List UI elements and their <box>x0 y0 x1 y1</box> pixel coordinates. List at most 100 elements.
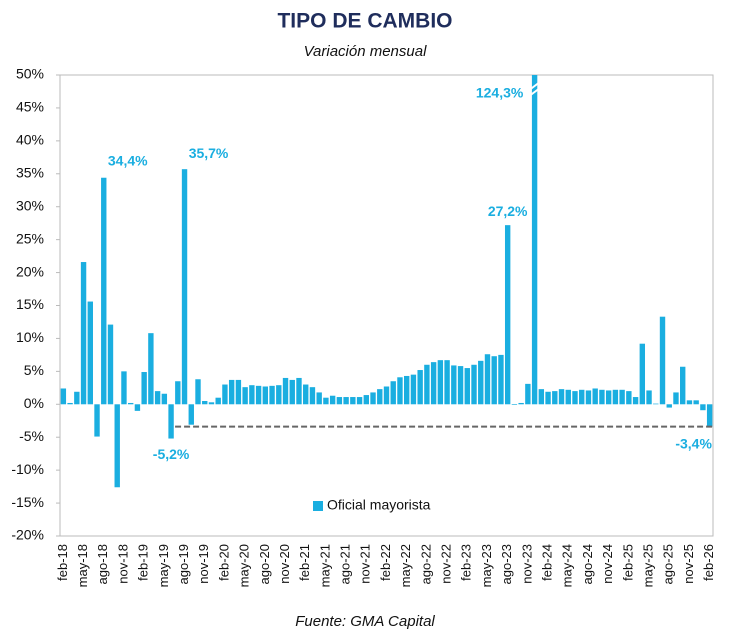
plot-area <box>59 74 714 537</box>
bar <box>107 324 114 405</box>
bar <box>464 368 470 405</box>
bar <box>558 389 565 405</box>
x-tick-label: may-20 <box>237 544 252 587</box>
x-tick-label: ago-23 <box>499 544 514 584</box>
bar <box>639 343 646 405</box>
bar <box>296 377 302 405</box>
x-tick-label: feb-24 <box>540 544 555 581</box>
bar <box>181 169 188 405</box>
bar <box>599 389 605 405</box>
value-label: -3,4% <box>675 435 712 451</box>
source: Fuente: GMA Capital <box>295 613 435 630</box>
bar <box>121 371 127 405</box>
x-tick-label: ago-25 <box>661 544 676 584</box>
y-tick-label: -10% <box>11 461 44 477</box>
bar <box>350 397 356 405</box>
chart-subtitle: Variación mensual <box>304 43 428 60</box>
bar <box>343 397 349 405</box>
bar <box>538 389 545 405</box>
bar <box>235 379 242 405</box>
x-tick-label: feb-25 <box>620 544 635 581</box>
x-tick-label: may-19 <box>156 544 171 587</box>
bar <box>67 402 73 405</box>
bar <box>134 404 141 411</box>
bar <box>518 402 524 405</box>
bar <box>673 392 679 405</box>
bar <box>646 390 652 405</box>
bar <box>444 360 450 405</box>
y-tick-label: 0% <box>24 395 44 411</box>
bar <box>303 384 309 405</box>
bar <box>309 387 316 405</box>
value-label: 34,4% <box>108 152 148 168</box>
x-tick-label: nov-23 <box>519 544 534 584</box>
bar <box>686 400 693 405</box>
x-tick-label: ago-21 <box>338 544 353 584</box>
bar <box>666 404 672 408</box>
bar <box>457 366 464 405</box>
x-tick-label: nov-19 <box>196 544 211 584</box>
y-tick-label: -15% <box>11 494 44 510</box>
x-tick-label: may-18 <box>75 544 90 587</box>
y-tick-label: 25% <box>16 230 44 246</box>
bar <box>208 402 215 405</box>
bar <box>504 225 511 405</box>
x-tick-label: may-24 <box>560 544 575 587</box>
bar <box>154 391 161 405</box>
bar <box>356 397 363 405</box>
bar <box>202 400 208 405</box>
bar <box>632 397 639 405</box>
legend-swatch <box>313 501 323 511</box>
bar <box>545 391 551 405</box>
bar <box>531 75 538 405</box>
x-tick-label: feb-18 <box>55 544 70 581</box>
bar <box>404 375 410 405</box>
bar <box>484 354 491 405</box>
bar <box>693 400 699 405</box>
bar <box>377 389 383 405</box>
x-tick-label: nov-21 <box>358 544 373 584</box>
bar <box>700 404 706 411</box>
bar <box>619 389 625 405</box>
bar <box>316 392 322 405</box>
bar <box>215 397 221 405</box>
x-tick-label: ago-22 <box>418 544 433 584</box>
break-mark <box>530 82 540 90</box>
bar <box>175 381 181 405</box>
legend-label: Oficial mayorista <box>327 497 431 513</box>
bar <box>127 402 134 405</box>
y-tick-label: 50% <box>16 66 44 82</box>
bar <box>592 388 598 405</box>
y-tick-label: 35% <box>16 164 44 180</box>
y-tick-label: 40% <box>16 132 44 148</box>
bar <box>478 360 484 405</box>
y-tick-label: 45% <box>16 99 44 115</box>
bar <box>94 404 100 437</box>
bars <box>60 75 713 488</box>
bar <box>498 354 504 405</box>
x-tick-label: may-25 <box>640 544 655 587</box>
x-tick-label: ago-19 <box>176 544 191 584</box>
bar <box>552 391 558 405</box>
y-tick-label: -20% <box>11 527 44 543</box>
y-tick-label: 15% <box>16 296 44 312</box>
bar <box>424 364 430 405</box>
bar <box>363 395 369 405</box>
bar <box>114 404 120 488</box>
bar <box>60 388 67 405</box>
x-tick-label: ago-24 <box>580 544 595 584</box>
bar <box>585 390 592 405</box>
bar <box>626 391 632 405</box>
bar <box>323 397 329 405</box>
x-tick-label: feb-20 <box>216 544 231 581</box>
bar <box>680 366 686 405</box>
bar <box>262 386 269 405</box>
value-label: -5,2% <box>153 446 190 462</box>
bar <box>659 316 666 405</box>
x-tick-label: ago-20 <box>257 544 272 584</box>
x-tick-label: feb-21 <box>297 544 312 581</box>
bar <box>437 360 444 405</box>
y-tick-label: -5% <box>19 428 44 444</box>
bar <box>141 372 147 405</box>
